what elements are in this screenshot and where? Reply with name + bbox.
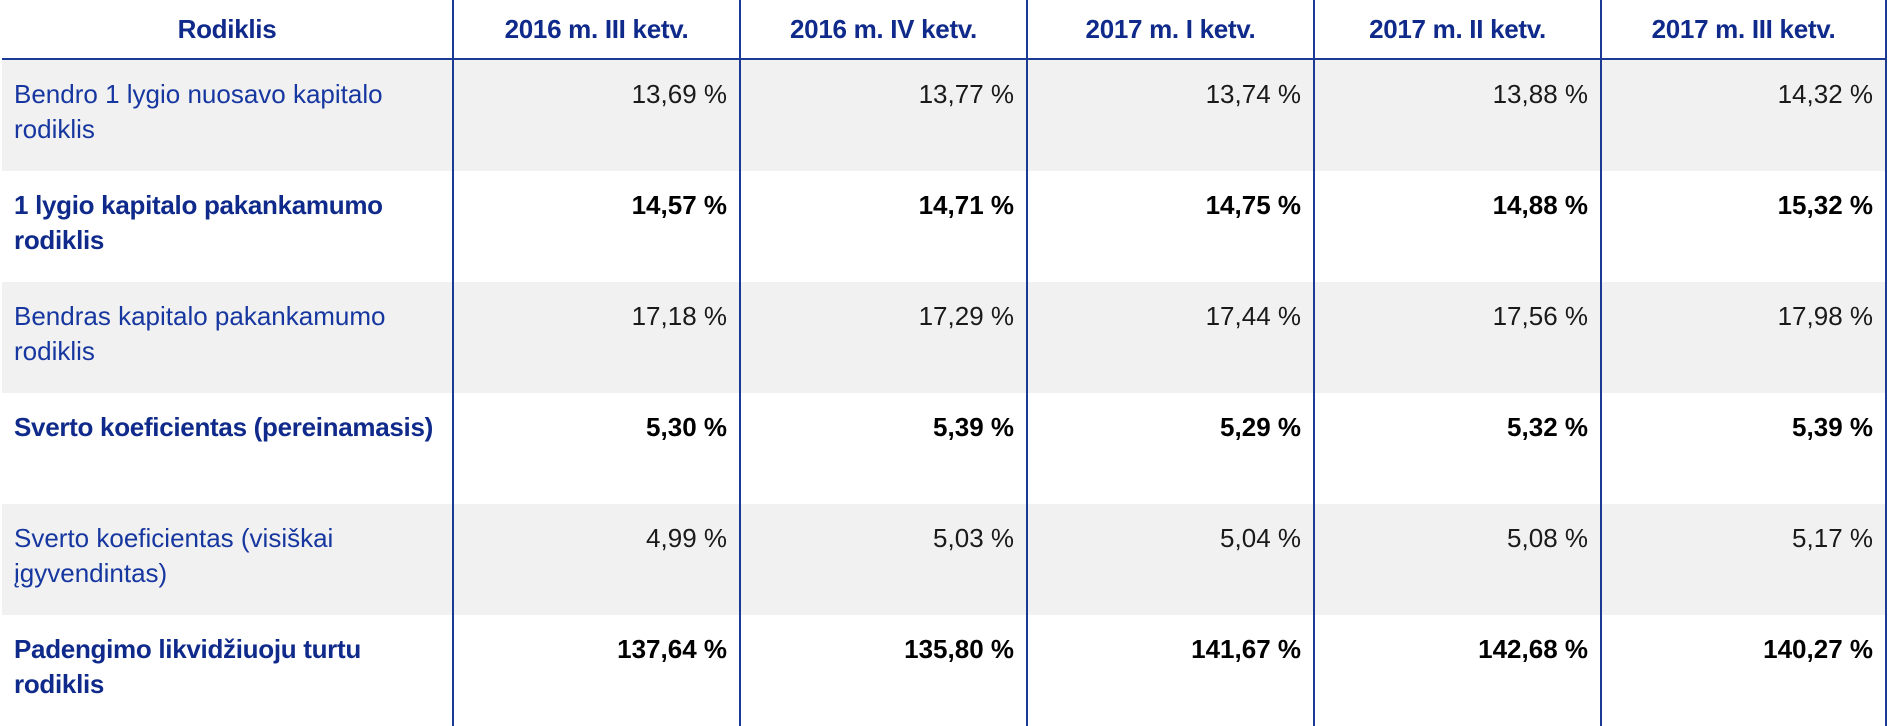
row-label: Bendro 1 lygio nuosavo kapitalo rodiklis (2, 59, 453, 171)
cell-value: 4,99 % (452, 504, 740, 615)
cell-value: 17,18 % (452, 282, 740, 393)
row-label: Sverto koeficientas (pereinamasis) (14, 412, 433, 442)
cell-value: 13,69 % (452, 59, 740, 171)
column-header-period: 2017 m. III ketv. (1600, 0, 1887, 60)
cell-value: 5,17 % (1600, 504, 1887, 615)
table-row: 1 lygio kapitalo pakankamumo rodiklis 14… (2, 171, 1887, 282)
column-header-period: 2017 m. II ketv. (1313, 0, 1601, 60)
cell-value: 14,32 % (1600, 59, 1887, 171)
cell-value: 14,75 % (1026, 171, 1314, 282)
cell-value: 5,32 % (1313, 393, 1601, 504)
row-label: Bendras kapitalo pakankamumo rodiklis (2, 282, 453, 393)
column-header-indicator: Rodiklis (2, 0, 453, 60)
row-label: Sverto koeficientas (visiškai įgyvendint… (2, 504, 453, 615)
cell-value: 17,56 % (1313, 282, 1601, 393)
cell-value: 135,80 % (739, 615, 1027, 726)
cell-value: 13,74 % (1026, 59, 1314, 171)
cell-value: 141,67 % (1026, 615, 1314, 726)
table-row: Padengimo likvidžiuoju turtu rodiklis 13… (2, 615, 1887, 726)
cell-value: 5,30 % (452, 393, 740, 504)
table-row: Sverto koeficientas (pereinamasis) 5,30 … (2, 393, 1887, 504)
cell-value: 17,98 % (1600, 282, 1887, 393)
table-row: Sverto koeficientas (visiškai įgyvendint… (2, 504, 1887, 615)
cell-value: 13,88 % (1313, 59, 1601, 171)
column-header-period: 2016 m. III ketv. (452, 0, 740, 60)
table-header-row: Rodiklis 2016 m. III ketv. 2016 m. IV ke… (2, 0, 1887, 60)
cell-value: 5,39 % (1600, 393, 1887, 504)
cell-value: 14,71 % (739, 171, 1027, 282)
cell-value: 5,04 % (1026, 504, 1314, 615)
row-label: 1 lygio kapitalo pakankamumo rodiklis (14, 190, 383, 255)
column-header-period: 2016 m. IV ketv. (739, 0, 1027, 60)
row-label: Padengimo likvidžiuoju turtu rodiklis (14, 634, 361, 699)
table-row: Bendro 1 lygio nuosavo kapitalo rodiklis… (2, 59, 1887, 171)
cell-value: 17,29 % (739, 282, 1027, 393)
cell-value: 5,29 % (1026, 393, 1314, 504)
cell-value: 13,77 % (739, 59, 1027, 171)
cell-value: 14,88 % (1313, 171, 1601, 282)
cell-value: 5,08 % (1313, 504, 1601, 615)
table-row: Bendras kapitalo pakankamumo rodiklis 17… (2, 282, 1887, 393)
cell-value: 140,27 % (1600, 615, 1887, 726)
cell-value: 142,68 % (1313, 615, 1601, 726)
cell-value: 14,57 % (452, 171, 740, 282)
cell-value: 137,64 % (452, 615, 740, 726)
column-header-period: 2017 m. I ketv. (1026, 0, 1314, 60)
cell-value: 17,44 % (1026, 282, 1314, 393)
cell-value: 5,39 % (739, 393, 1027, 504)
cell-value: 15,32 % (1600, 171, 1887, 282)
cell-value: 5,03 % (739, 504, 1027, 615)
